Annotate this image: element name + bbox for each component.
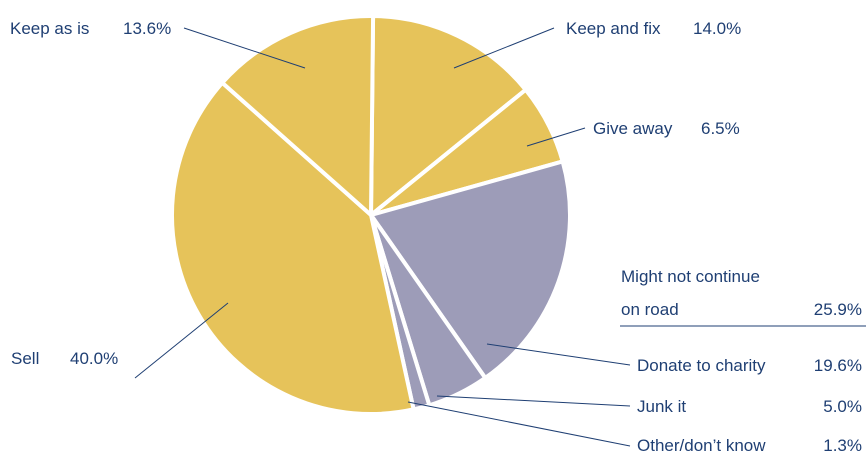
leader-give-away <box>526 127 586 147</box>
group-label-line2: on road <box>621 300 679 319</box>
label-junk-it: Junk it <box>637 397 686 416</box>
leader-lines <box>134 27 866 447</box>
leader-junk <box>436 395 631 407</box>
label-donate-to-charity: Donate to charity <box>637 356 766 375</box>
group-value: 25.9% <box>814 300 862 319</box>
pie-slices <box>170 14 572 416</box>
pie-slice-keep-and-fix <box>369 14 528 217</box>
value-keep-and-fix: 14.0% <box>693 19 741 38</box>
pie-slice-keep-as-is <box>220 14 376 217</box>
leader-donate <box>486 343 631 366</box>
label-give-away: Give away <box>593 119 673 138</box>
value-sell: 40.0% <box>70 349 118 368</box>
label-sell: Sell <box>11 349 39 368</box>
label-keep-and-fix: Keep and fix <box>566 19 661 38</box>
slice-labels: Keep as is 13.6% Keep and fix 14.0% Give… <box>10 19 862 455</box>
value-give-away: 6.5% <box>701 119 740 138</box>
value-junk-it: 5.0% <box>823 397 862 416</box>
group-label-line1: Might not continue <box>621 267 760 286</box>
value-keep-as-is: 13.6% <box>123 19 171 38</box>
value-other-dont-know: 1.3% <box>823 436 862 455</box>
label-keep-as-is: Keep as is <box>10 19 89 38</box>
value-donate-to-charity: 19.6% <box>814 356 862 375</box>
pie-slice-donate-to-charity <box>369 159 572 380</box>
leader-keep-as-is <box>183 27 306 69</box>
leader-sell <box>134 302 229 379</box>
label-other-dont-know: Other/don’t know <box>637 436 766 455</box>
leader-keep-and-fix <box>453 27 555 69</box>
leader-other <box>407 401 631 447</box>
pie-slice-sell <box>170 80 416 416</box>
